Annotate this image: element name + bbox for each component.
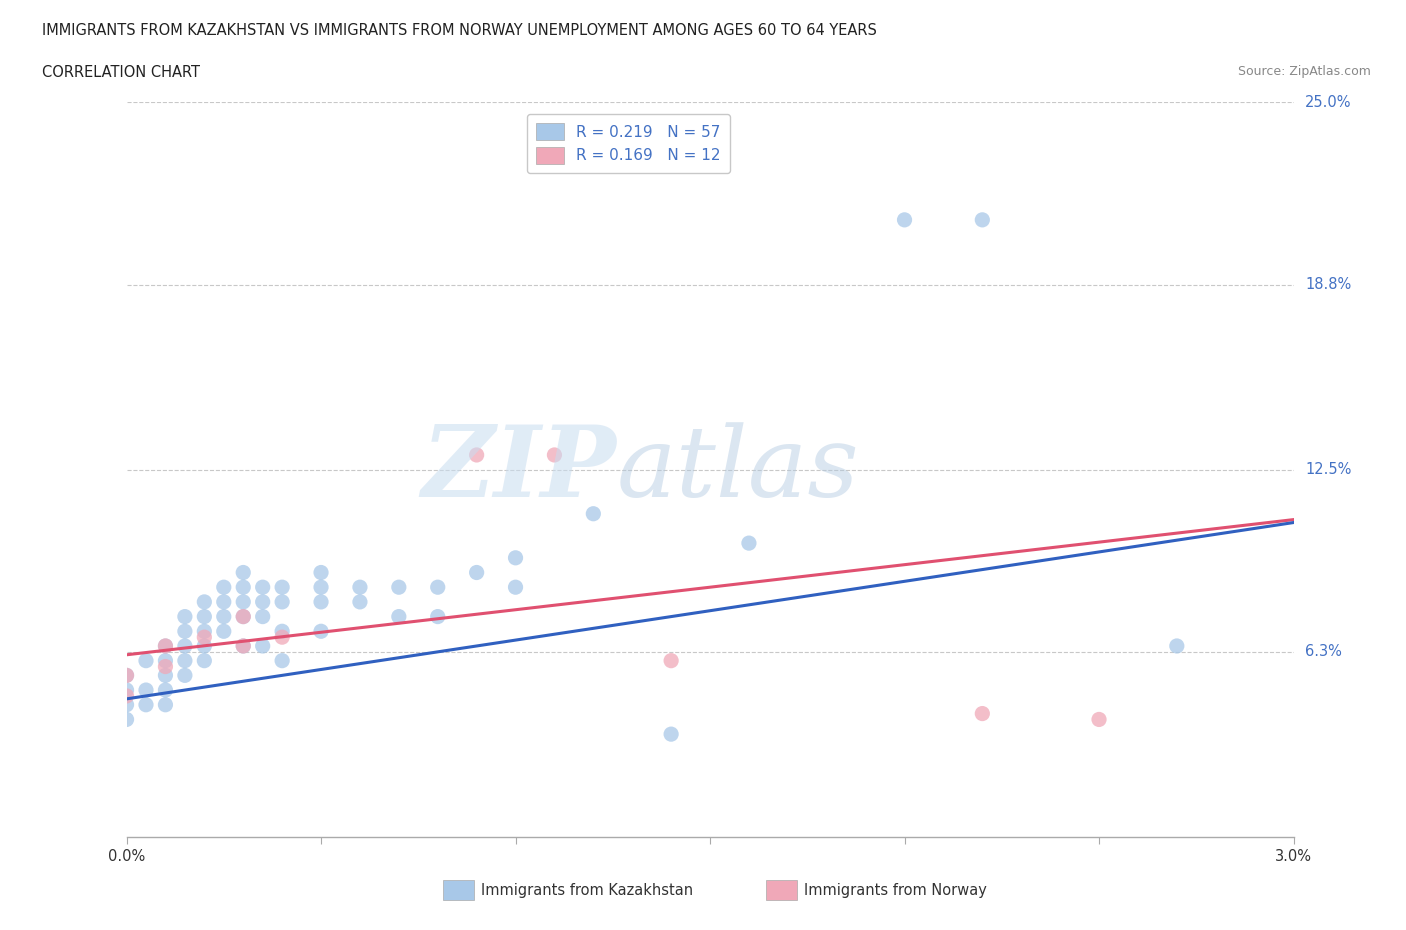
Point	[155, 668, 177, 683]
Text: Immigrants from Norway: Immigrants from Norway	[804, 883, 987, 897]
Point	[115, 668, 138, 683]
Point	[349, 579, 371, 594]
Point	[232, 639, 254, 654]
Point	[193, 653, 215, 668]
Point	[252, 579, 274, 594]
Point	[155, 683, 177, 698]
Point	[232, 594, 254, 609]
Text: IMMIGRANTS FROM KAZAKHSTAN VS IMMIGRANTS FROM NORWAY UNEMPLOYMENT AMONG AGES 60 : IMMIGRANTS FROM KAZAKHSTAN VS IMMIGRANTS…	[42, 23, 877, 38]
Point	[543, 447, 565, 462]
Point	[115, 688, 138, 703]
Point	[388, 579, 411, 594]
Point	[252, 609, 274, 624]
Text: atlas: atlas	[617, 422, 859, 517]
Point	[271, 594, 294, 609]
Point	[193, 594, 215, 609]
Text: 25.0%: 25.0%	[1305, 95, 1351, 110]
Point	[193, 609, 215, 624]
Point	[174, 653, 197, 668]
Point	[232, 565, 254, 580]
Point	[135, 653, 157, 668]
Point	[465, 447, 488, 462]
Legend: R = 0.219   N = 57, R = 0.169   N = 12: R = 0.219 N = 57, R = 0.169 N = 12	[527, 113, 730, 173]
Point	[155, 639, 177, 654]
Point	[155, 639, 177, 654]
Point	[174, 609, 197, 624]
Point	[155, 698, 177, 712]
Point	[174, 668, 197, 683]
Text: ZIP: ZIP	[422, 421, 617, 518]
Point	[252, 594, 274, 609]
Point	[893, 212, 915, 227]
Point	[252, 639, 274, 654]
Point	[659, 726, 682, 741]
Point	[155, 659, 177, 674]
Point	[582, 506, 605, 521]
Point	[972, 212, 994, 227]
Point	[212, 594, 235, 609]
Point	[232, 609, 254, 624]
Point	[193, 630, 215, 644]
Point	[972, 706, 994, 721]
Point	[426, 579, 449, 594]
Point	[212, 579, 235, 594]
Point	[232, 579, 254, 594]
Point	[193, 624, 215, 639]
Point	[1166, 639, 1188, 654]
Point	[115, 712, 138, 727]
Point	[135, 683, 157, 698]
Point	[505, 551, 527, 565]
Point	[309, 565, 332, 580]
Point	[115, 683, 138, 698]
Text: 12.5%: 12.5%	[1305, 462, 1351, 477]
Point	[115, 698, 138, 712]
Point	[1088, 712, 1111, 727]
Point	[193, 639, 215, 654]
Point	[155, 653, 177, 668]
Point	[738, 536, 761, 551]
Text: Source: ZipAtlas.com: Source: ZipAtlas.com	[1237, 65, 1371, 78]
Point	[115, 668, 138, 683]
Point	[271, 624, 294, 639]
Point	[309, 594, 332, 609]
Point	[659, 653, 682, 668]
Text: 6.3%: 6.3%	[1305, 644, 1343, 659]
Point	[271, 653, 294, 668]
Point	[505, 579, 527, 594]
Point	[388, 609, 411, 624]
Text: Immigrants from Kazakhstan: Immigrants from Kazakhstan	[481, 883, 693, 897]
Point	[426, 609, 449, 624]
Point	[212, 624, 235, 639]
Point	[174, 639, 197, 654]
Point	[135, 698, 157, 712]
Point	[309, 579, 332, 594]
Point	[212, 609, 235, 624]
Text: 18.8%: 18.8%	[1305, 277, 1351, 292]
Point	[349, 594, 371, 609]
Point	[271, 630, 294, 644]
Point	[271, 579, 294, 594]
Point	[309, 624, 332, 639]
Point	[465, 565, 488, 580]
Point	[232, 639, 254, 654]
Text: CORRELATION CHART: CORRELATION CHART	[42, 65, 200, 80]
Point	[174, 624, 197, 639]
Point	[232, 609, 254, 624]
